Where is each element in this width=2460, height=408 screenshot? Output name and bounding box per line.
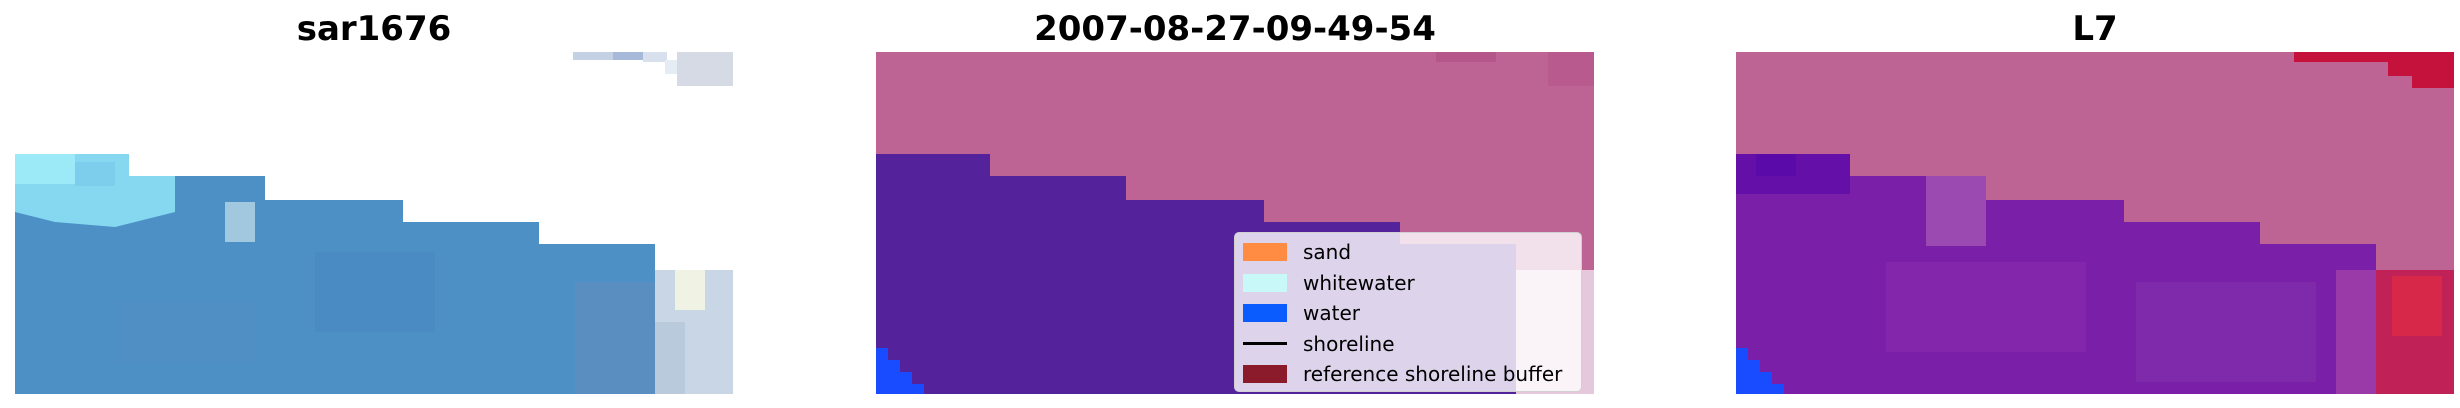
- legend-line-shoreline: [1243, 342, 1287, 346]
- legend-item-sand: sand: [1243, 237, 1573, 268]
- panel-title-classified: 2007-08-27-09-49-54: [1034, 9, 1436, 49]
- legend-label: sand: [1303, 240, 1352, 265]
- legend-label: water: [1303, 301, 1360, 326]
- legend-swatch-water: [1243, 304, 1287, 323]
- legend-label: reference shoreline buffer: [1303, 362, 1563, 387]
- rgb-image: [15, 52, 733, 394]
- panel-title-index: L7: [2072, 9, 2118, 49]
- legend: sand whitewater water shoreline referenc…: [1234, 232, 1582, 392]
- legend-swatch-whitewater: [1243, 273, 1287, 292]
- legend-item-whitewater: whitewater: [1243, 268, 1573, 299]
- legend-label: shoreline: [1303, 331, 1395, 356]
- legend-item-shoreline: shoreline: [1243, 329, 1573, 360]
- legend-swatch-sand: [1243, 243, 1287, 262]
- legend-item-reference-buffer: reference shoreline buffer: [1243, 359, 1573, 390]
- legend-label: whitewater: [1303, 270, 1415, 295]
- panel-title-rgb: sar1676: [296, 9, 452, 49]
- legend-item-water: water: [1243, 298, 1573, 329]
- index-image: [1736, 52, 2454, 394]
- legend-swatch-reference-buffer: [1243, 365, 1287, 384]
